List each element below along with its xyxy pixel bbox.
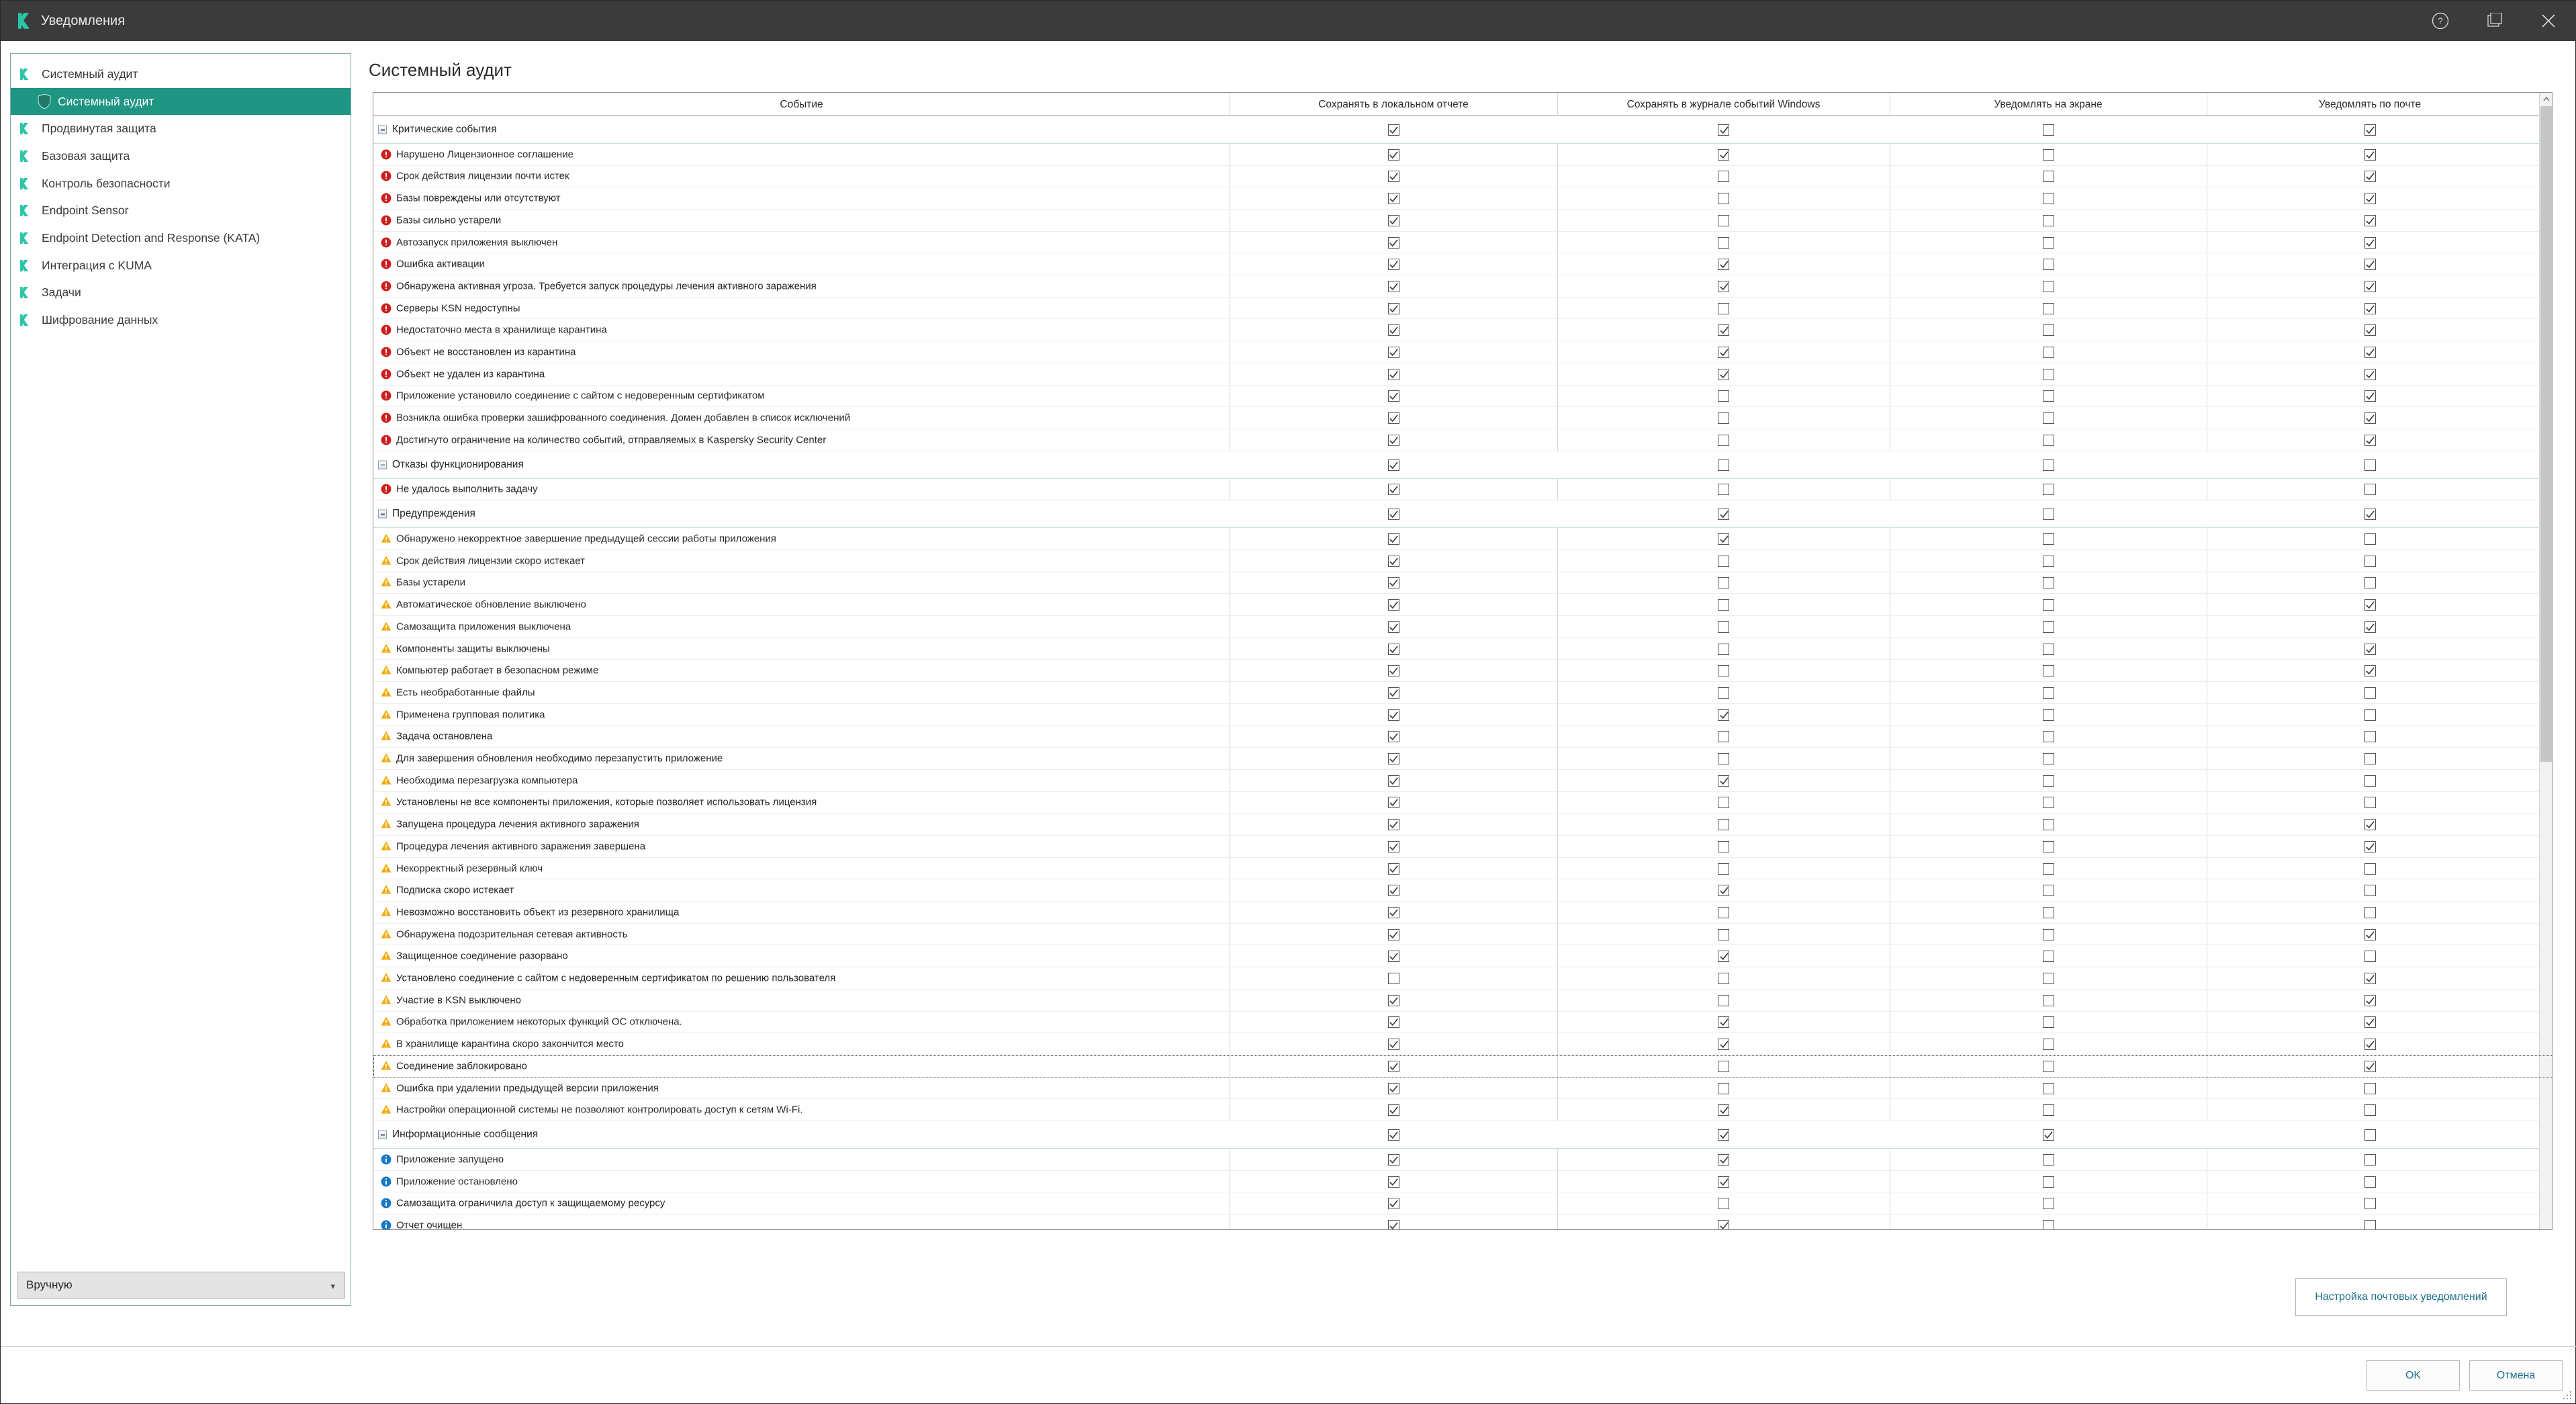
svg-text:?: ?: [2438, 16, 2443, 26]
